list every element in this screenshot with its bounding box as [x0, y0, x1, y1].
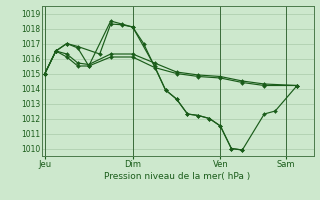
- X-axis label: Pression niveau de la mer( hPa ): Pression niveau de la mer( hPa ): [104, 172, 251, 181]
